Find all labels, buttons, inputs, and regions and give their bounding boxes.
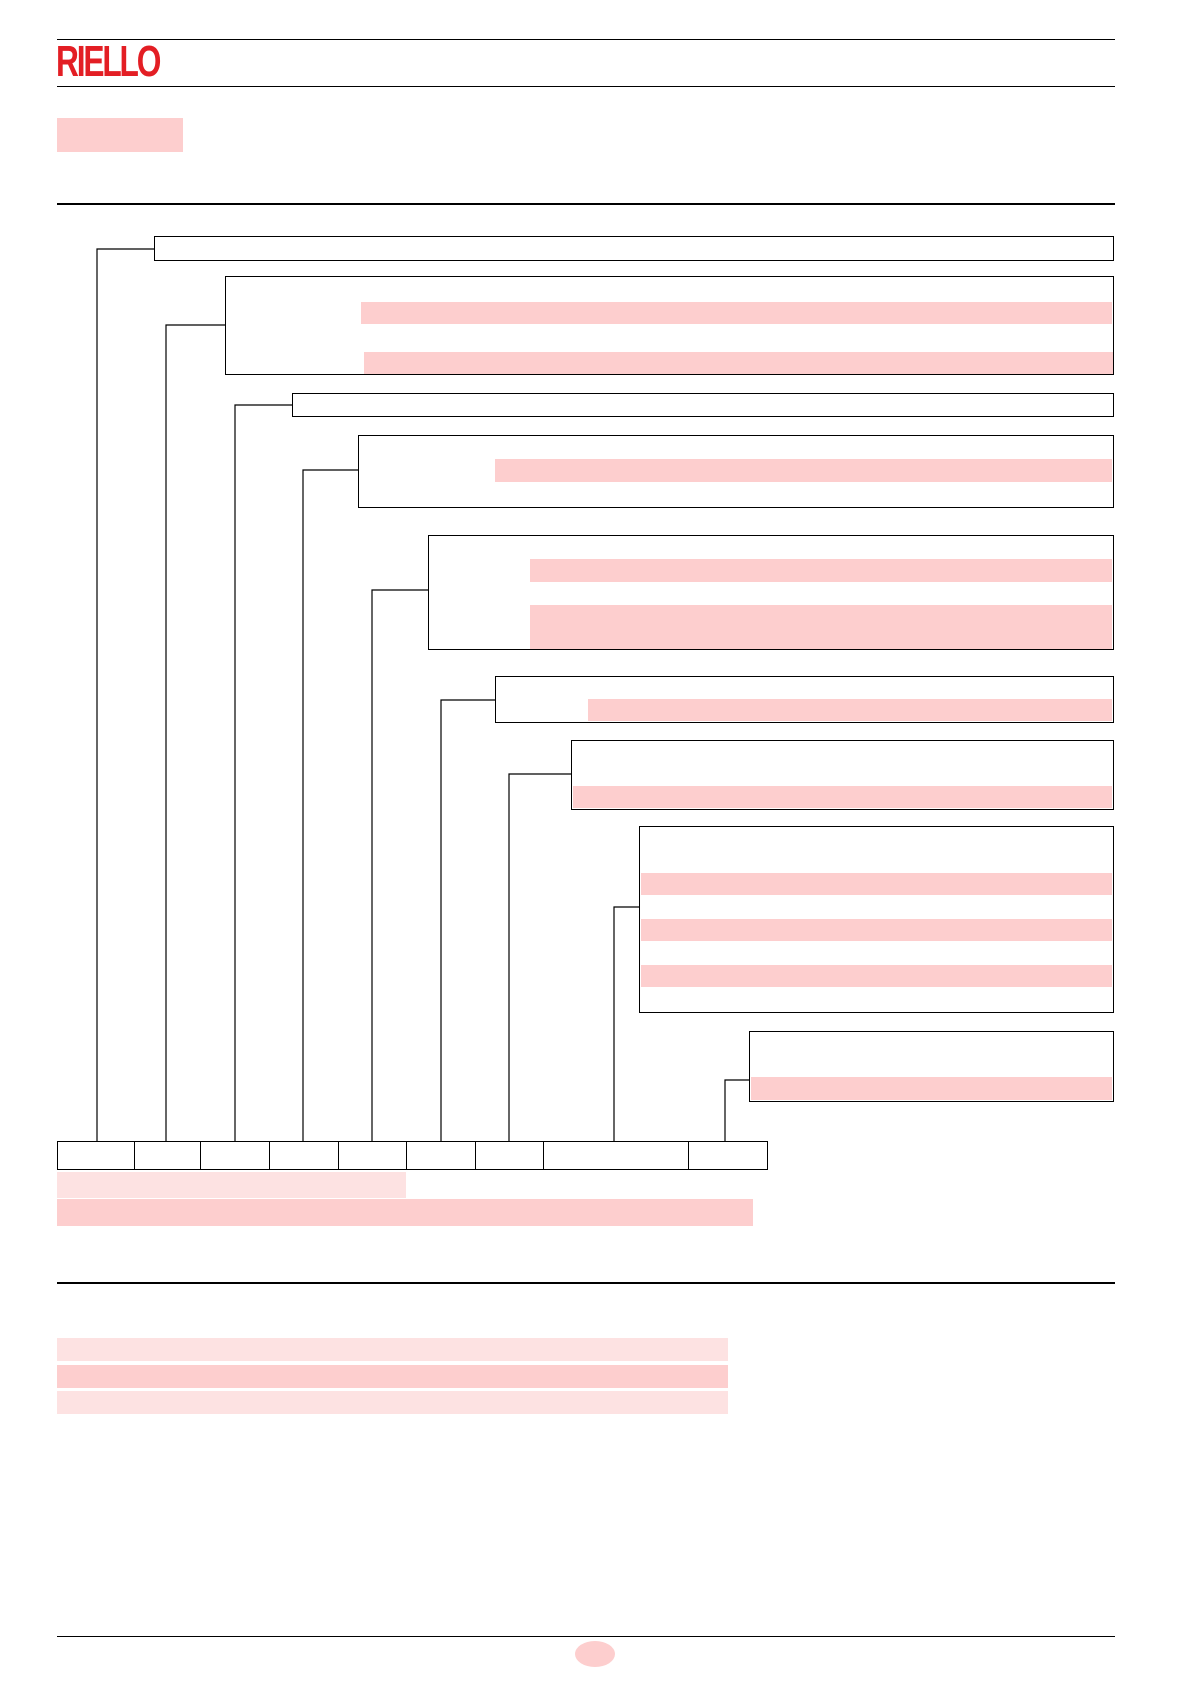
description-box-9	[749, 1031, 1114, 1102]
connector-3	[234, 404, 292, 1141]
description-box-2-line-2	[364, 352, 1113, 374]
footer-rule	[57, 1636, 1115, 1637]
description-box-4	[358, 435, 1114, 508]
section-divider-top	[57, 203, 1115, 205]
code-segment-8	[543, 1141, 689, 1170]
brand-logo: RIELLO	[56, 37, 161, 86]
code-segment-6	[406, 1141, 476, 1170]
connector-5	[371, 589, 428, 1141]
code-segment-2	[134, 1141, 201, 1170]
description-box-4-line-1	[495, 459, 1112, 482]
lower-text-line-2	[57, 1365, 728, 1388]
lower-text-line-1	[57, 1338, 728, 1361]
code-segment-7	[475, 1141, 544, 1170]
lower-text-line-3	[57, 1391, 728, 1414]
description-box-1	[154, 236, 1114, 261]
description-box-3	[292, 393, 1114, 417]
description-box-8	[639, 826, 1114, 1013]
connector-2	[165, 324, 225, 1141]
description-box-7	[571, 740, 1114, 810]
description-box-5-line-1	[530, 559, 1112, 582]
page-number-badge	[575, 1641, 615, 1667]
description-box-8-line-3	[641, 965, 1112, 987]
designation-caption-2	[57, 1199, 753, 1226]
description-box-9-line-1	[751, 1077, 1112, 1100]
code-segment-5	[338, 1141, 407, 1170]
code-segment-4	[269, 1141, 339, 1170]
description-box-5-line-2	[530, 605, 1112, 649]
description-box-7-line-1	[573, 786, 1112, 808]
connector-1	[96, 248, 154, 1141]
connector-7	[508, 773, 571, 1141]
section-divider-bottom	[57, 1282, 1115, 1284]
header-top-rule	[57, 39, 1115, 40]
description-box-6-line-1	[588, 699, 1112, 721]
header-bottom-rule	[57, 86, 1115, 87]
description-box-8-line-1	[641, 873, 1112, 895]
designation-caption-1	[57, 1172, 406, 1198]
connector-9	[724, 1079, 749, 1141]
code-segment-3	[200, 1141, 270, 1170]
description-box-2-line-1	[361, 302, 1112, 324]
connector-4	[302, 469, 358, 1141]
description-box-2	[225, 276, 1114, 375]
description-box-5	[428, 535, 1114, 650]
connector-8	[613, 906, 639, 1141]
code-segment-1	[57, 1141, 135, 1170]
section-title-redacted	[57, 118, 183, 152]
connector-6	[440, 699, 495, 1141]
code-segment-9	[688, 1141, 768, 1170]
description-box-6	[495, 676, 1114, 723]
description-box-8-line-2	[641, 919, 1112, 941]
